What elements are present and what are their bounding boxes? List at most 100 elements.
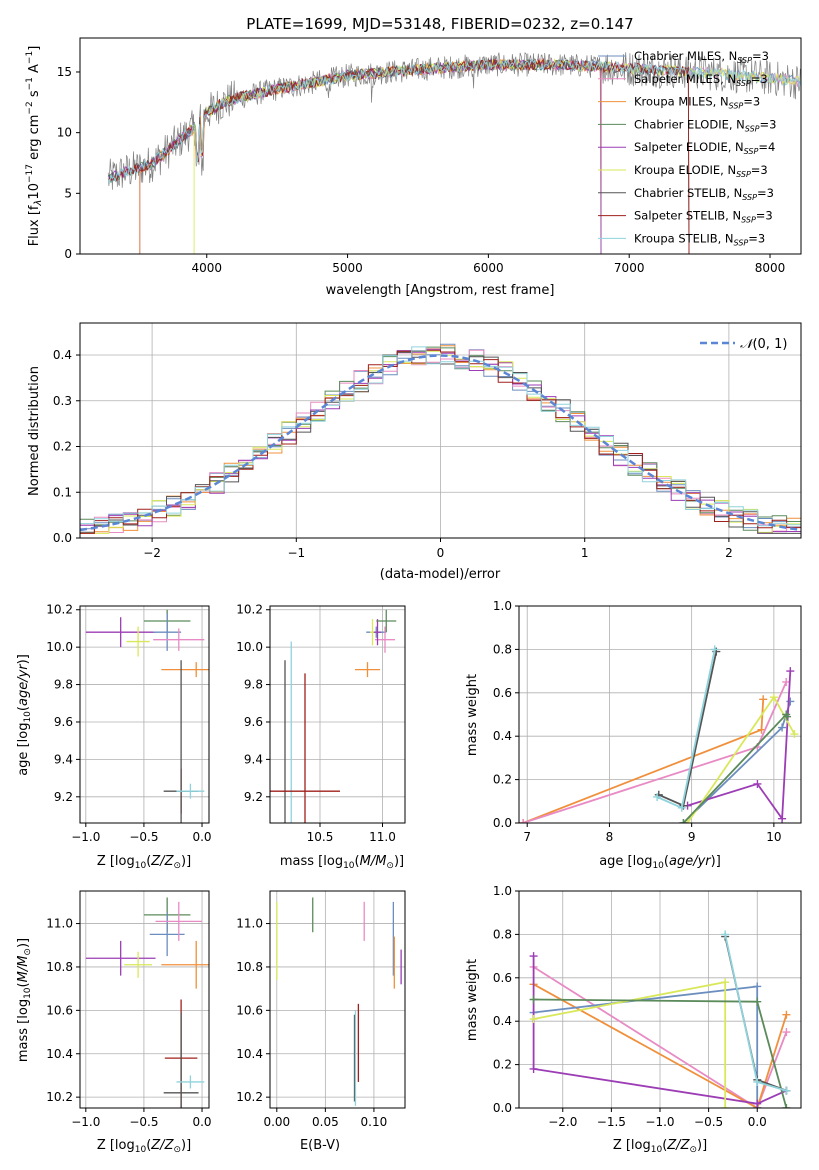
spectrum-xtick-label: 4000 [191, 261, 222, 275]
mass-z-ylabel: mass [log10(M/M⊙)] [16, 938, 33, 1062]
mass_vs_z-ytick-label: 10.2 [46, 1090, 73, 1104]
age_vs_mass-xtick-label: 10.5 [307, 830, 334, 844]
age-vs-mass-panel: 10.5 11.0 9.2 9.4 9.6 9.8 10.0 10.2 mass [log10… [236, 603, 406, 871]
spectrum-series-group [107, 52, 801, 254]
weight_vs_age-ytick-label: 0.6 [493, 686, 512, 700]
residual-legend: 𝒩(0, 1) [700, 337, 787, 352]
weight-line-c_stelib [724, 936, 787, 1092]
legend-label-c_stelib: Chabrier STELIB, NSSP=3 [634, 186, 774, 202]
weight-marker-c_miles [786, 697, 795, 706]
weight-marker-s_elodie [778, 814, 787, 823]
spectrum-ylabel: Flux [fλ10−17 erg cm−2 s−1 A−1] [25, 46, 44, 247]
mass_vs_ebv-ytick-label: 10.8 [236, 960, 263, 974]
weight_vs_z-xtick-label: 0.0 [748, 1115, 767, 1129]
weight-marker-s_miles [782, 1028, 791, 1037]
mass_vs_z-ytick-label: 10.6 [46, 1003, 73, 1017]
weight_vs_z-ytick-label: 0.8 [493, 927, 512, 941]
age_vs_z-ytick-label: 9.8 [54, 678, 73, 692]
residual-ylabel: Normed distribution [27, 366, 42, 496]
mass_vs_z-xtick-label: 0.0 [192, 1115, 211, 1129]
weight-marker-k_elodie [769, 693, 778, 702]
residual-panel: −2 −1 0 1 2 0.0 0.1 0.2 0.3 0.4 (data-model)/erro… [27, 322, 802, 582]
age_vs_mass-ytick-label: 10.0 [236, 640, 263, 654]
weight-marker-c_miles [753, 982, 762, 991]
mass_vs_ebv-xtick-label: 0.00 [263, 1115, 290, 1129]
legend-label-k_miles: Kroupa MILES, NSSP=3 [634, 95, 760, 111]
weight-marker-c_elodie [753, 997, 762, 1006]
residual-ytick-label: 0.1 [53, 485, 72, 499]
weight_vs_z-ytick-label: 0.0 [493, 1101, 512, 1115]
weight_vs_z-ytick-label: 1.0 [493, 884, 512, 898]
residual-xtick-label: −1 [287, 546, 305, 560]
weight-marker-c_elodie [529, 995, 538, 1004]
residual-histograms [79, 343, 802, 538]
legend-label-s_stelib: Salpeter STELIB, NSSP=3 [634, 209, 773, 225]
weight_vs_z-ytick-label: 0.6 [493, 971, 512, 985]
model-spectrum-s_stelib [107, 57, 690, 254]
residual-xlabel: (data-model)/error [380, 567, 501, 582]
mass-ebv-xlabel: E(B-V) [300, 1138, 340, 1153]
legend-label-s_elodie: Salpeter ELODIE, NSSP=4 [634, 140, 775, 156]
residual-xtick-label: 1 [581, 546, 589, 560]
age_vs_z-xtick-label: −1.0 [71, 830, 100, 844]
mass_vs_ebv-ytick-label: 10.6 [236, 1003, 263, 1017]
model-spectrum-c_miles [139, 58, 801, 254]
residual-histogram-k_stelib [79, 346, 801, 538]
model-spectrum-k_miles [139, 58, 602, 254]
age_vs_z-xtick-label: 0.0 [192, 830, 211, 844]
mass_vs_z-ytick-label: 10.8 [46, 960, 73, 974]
weight_vs_age-frame [518, 605, 802, 824]
mass_vs_ebv-ytick-label: 10.2 [236, 1090, 263, 1104]
weight-vs-z-panel: −2.0 −1.5 −1.0 −0.5 0.0 0.0 0.2 0.4 0.6 0.8 1.0 Z … [465, 884, 802, 1155]
mass_vs_ebv-ytick-label: 11.0 [236, 917, 263, 931]
weight-marker-k_elodie [721, 1104, 730, 1108]
weight-line-k_stelib [656, 649, 716, 810]
legend-label-c_elodie: Chabrier ELODIE, NSSP=3 [634, 117, 776, 133]
weight_vs_age-ytick-label: 0.2 [493, 773, 512, 787]
age-mass-xlabel: mass [log10(M/M⊙)] [280, 854, 404, 871]
legend-label-c_miles: Chabrier MILES, NSSP=3 [634, 49, 769, 65]
mass_vs_ebv-marks [276, 897, 402, 1106]
model-spectrum-k_stelib [107, 57, 801, 184]
weight-marker-s_elodie [753, 779, 762, 788]
mass_vs_ebv-grid [270, 891, 405, 1108]
spectrum-xtick-label: 7000 [614, 261, 645, 275]
residual-ytick-label: 0.4 [53, 348, 72, 362]
weight-line-k_stelib [724, 934, 787, 1092]
weight-age-xlabel: age [log10(age/yr)] [599, 854, 721, 871]
age_vs_mass-marks [270, 609, 397, 823]
weight-marker-k_stelib [677, 803, 686, 812]
residual-xtick-label: 2 [725, 546, 733, 560]
weight_vs_age-marks [519, 645, 799, 823]
spectrum-xtick-label: 6000 [473, 261, 504, 275]
residual-ytick-label: 0.0 [53, 531, 72, 545]
residual-xtick-label: 0 [437, 546, 445, 560]
residual-ticks: −2 −1 0 1 2 0.0 0.1 0.2 0.3 0.4 [53, 348, 733, 560]
weight_vs_age-xtick-label: 8 [606, 830, 614, 844]
age_vs_mass-ytick-label: 9.8 [244, 678, 263, 692]
weight_vs_z-ytick-label: 0.4 [493, 1014, 512, 1028]
weight_vs_z-xtick-label: −1.5 [597, 1115, 626, 1129]
weight-marker-s_elodie [529, 952, 538, 961]
spectrum-ytick-label: 15 [57, 65, 72, 79]
weight-line-s_elodie [687, 671, 792, 822]
age_vs_mass-ytick-label: 10.2 [236, 603, 263, 617]
weight-marker-s_elodie [753, 1099, 762, 1108]
legend-label-k_elodie: Kroupa ELODIE, NSSP=3 [634, 163, 768, 179]
mass_vs_z-xtick-label: −0.5 [129, 1115, 158, 1129]
weight-line-k_miles [533, 983, 788, 1108]
normal-legend-label: 𝒩(0, 1) [740, 337, 787, 352]
weight-marker-k_elodie [683, 819, 692, 823]
age_vs_mass-ytick-label: 9.4 [244, 752, 263, 766]
weight_vs_age-ytick-label: 0.0 [493, 816, 512, 830]
residual-xtick-label: −2 [143, 546, 161, 560]
mass-z-xlabel: Z [log10(Z/Z⊙)] [97, 1138, 191, 1155]
weight_vs_z-marks [529, 930, 791, 1108]
model-spectrum-s_miles [139, 57, 801, 254]
residual-ytick-label: 0.2 [53, 440, 72, 454]
weight-vs-age-panel: 7 8 9 10 0.0 0.2 0.4 0.6 0.8 1.0 age [log10(age/y… [465, 599, 802, 871]
spectrum-frame [79, 37, 802, 255]
age_vs_mass-ytick-label: 9.2 [244, 790, 263, 804]
weight-marker-k_elodie [721, 978, 730, 987]
spectrum-ytick-label: 10 [57, 126, 72, 140]
